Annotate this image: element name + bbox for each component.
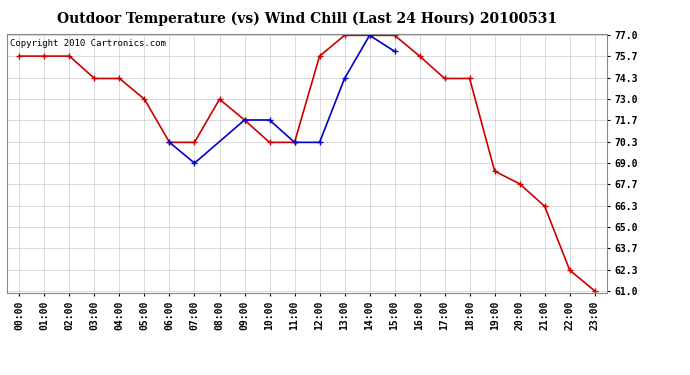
Text: Copyright 2010 Cartronics.com: Copyright 2010 Cartronics.com (10, 39, 166, 48)
Text: Outdoor Temperature (vs) Wind Chill (Last 24 Hours) 20100531: Outdoor Temperature (vs) Wind Chill (Las… (57, 11, 557, 26)
